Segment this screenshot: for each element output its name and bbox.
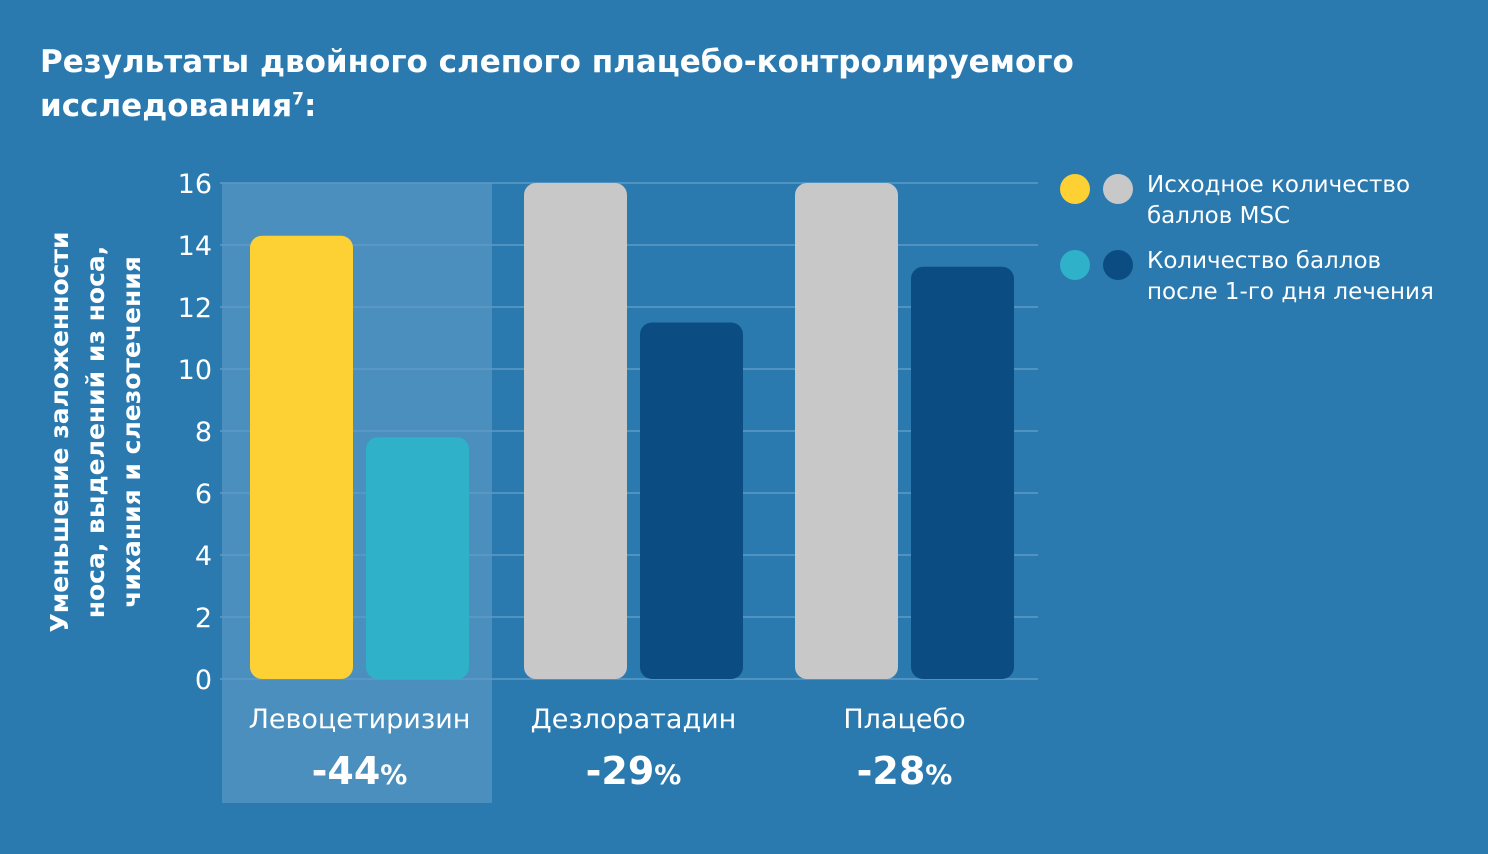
y-tick-0: 0 xyxy=(195,665,212,696)
y-axis-label-line-1: носа, выделений из носа, xyxy=(81,246,110,619)
legend: Исходное количество баллов MSC Количеств… xyxy=(1060,170,1480,322)
category-labels: Левоцетиризин Дезлоратадин Плацебо xyxy=(249,704,966,735)
reduction-unit-2: % xyxy=(925,760,952,791)
reduction-value-0: -44 xyxy=(312,749,381,793)
reduction-unit-1: % xyxy=(654,760,681,791)
y-axis-label-line-0: Уменьшение заложенности xyxy=(45,232,74,633)
bar-2-0 xyxy=(795,183,898,679)
category-label-1: Дезлоратадин xyxy=(531,704,737,735)
y-tick-12: 12 xyxy=(178,293,212,324)
y-tick-14: 14 xyxy=(178,231,212,262)
reduction-label-0: -44% xyxy=(312,749,408,793)
category-label-0: Левоцетиризин xyxy=(249,704,471,735)
legend-swatch-baseline-levocetirizine xyxy=(1060,174,1090,204)
bar-chart: 0 2 4 6 8 10 12 14 16 Левоцетиризин Дезлоратадин П… xyxy=(45,169,1038,803)
legend-swatch-after-levocetirizine xyxy=(1060,250,1090,280)
bar-1-1 xyxy=(640,322,743,679)
category-label-2: Плацебо xyxy=(843,704,965,735)
legend-label-after-day1: Количество баллов после 1-го дня лечения xyxy=(1147,248,1434,305)
reduction-value-1: -29 xyxy=(586,749,655,793)
bar-2-1 xyxy=(911,266,1014,679)
y-axis-label: Уменьшение заложенности носа, выделений и… xyxy=(45,232,146,633)
legend-swatch-after-others xyxy=(1103,250,1133,280)
legend-label-baseline: Исходное количество баллов MSC xyxy=(1147,172,1411,229)
y-tick-4: 4 xyxy=(195,541,212,572)
y-tick-2: 2 xyxy=(195,603,212,634)
title-colon: : xyxy=(303,88,317,124)
reduction-labels: -44% -29% -28% xyxy=(312,749,953,793)
title-footnote: 7 xyxy=(292,89,304,110)
bar-0-1 xyxy=(366,437,469,679)
y-tick-10: 10 xyxy=(178,355,212,386)
y-tick-8: 8 xyxy=(195,417,212,448)
gridlines xyxy=(220,182,1038,680)
reduction-label-1: -29% xyxy=(586,749,682,793)
bar-1-0 xyxy=(524,183,627,679)
y-tick-6: 6 xyxy=(195,479,212,510)
bar-0-0 xyxy=(250,235,353,679)
bars xyxy=(250,183,1014,679)
chart-title: Результаты двойного слепого плацебо-конт… xyxy=(40,40,1240,128)
reduction-unit-0: % xyxy=(380,760,407,791)
legend-entry-baseline: Исходное количество баллов MSC xyxy=(1060,170,1480,232)
reduction-label-2: -28% xyxy=(857,749,953,793)
title-text: Результаты двойного слепого плацебо-конт… xyxy=(40,44,1074,124)
legend-entry-after-day1: Количество баллов после 1-го дня лечения xyxy=(1060,246,1480,308)
y-tick-labels: 0 2 4 6 8 10 12 14 16 xyxy=(178,169,212,696)
reduction-value-2: -28 xyxy=(857,749,926,793)
y-tick-16: 16 xyxy=(178,169,212,200)
y-axis-label-line-2: чихания и слезотечения xyxy=(117,256,146,608)
legend-swatch-baseline-others xyxy=(1103,174,1133,204)
